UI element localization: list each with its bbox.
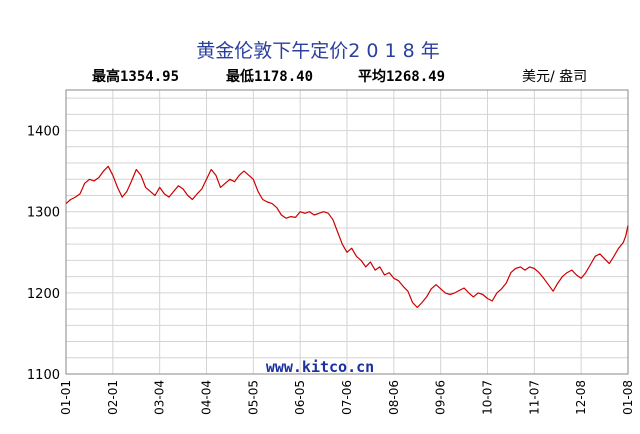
stat-average: 平均1268.49 <box>358 68 445 85</box>
x-tick-label: 08-06 <box>387 380 401 415</box>
y-axis-ticks: 1100 1200 1300 1400 <box>27 125 60 383</box>
x-tick-label: 12-08 <box>574 380 588 415</box>
x-tick-label: 05-05 <box>246 380 260 415</box>
x-tick-label: 11-07 <box>527 380 541 415</box>
x-tick-label: 01-01 <box>59 380 73 415</box>
plot-area-border <box>65 89 629 375</box>
x-tick-label: 04-04 <box>200 380 214 415</box>
stat-low: 最低1178.40 <box>226 68 313 85</box>
x-axis-ticks: 01-01 02-01 03-04 04-04 05-05 06-05 07-06 08-06… <box>59 380 635 415</box>
y-tick-label: 1300 <box>27 206 60 221</box>
y-tick-label: 1100 <box>27 368 60 383</box>
x-tick-label: 01-08 <box>621 380 635 415</box>
x-tick-label: 03-04 <box>153 380 167 415</box>
x-tick-label: 10-07 <box>481 380 495 415</box>
stat-high: 最高1354.95 <box>92 68 179 85</box>
y-tick-label: 1200 <box>27 287 60 302</box>
x-tick-label: 02-01 <box>106 380 120 415</box>
x-tick-label: 06-05 <box>293 380 307 415</box>
grid-lines <box>65 90 629 375</box>
chart-title: 黄金伦敦下午定价2 0 1 8 年 <box>196 40 440 62</box>
source-watermark: www.kitco.cn <box>266 358 374 376</box>
unit-label: 美元/ 盎司 <box>522 69 587 85</box>
x-tick-label: 07-06 <box>340 380 354 415</box>
series-line-gold-price <box>65 165 629 309</box>
y-tick-label: 1400 <box>27 125 60 140</box>
x-tick-label: 09-06 <box>434 380 448 415</box>
